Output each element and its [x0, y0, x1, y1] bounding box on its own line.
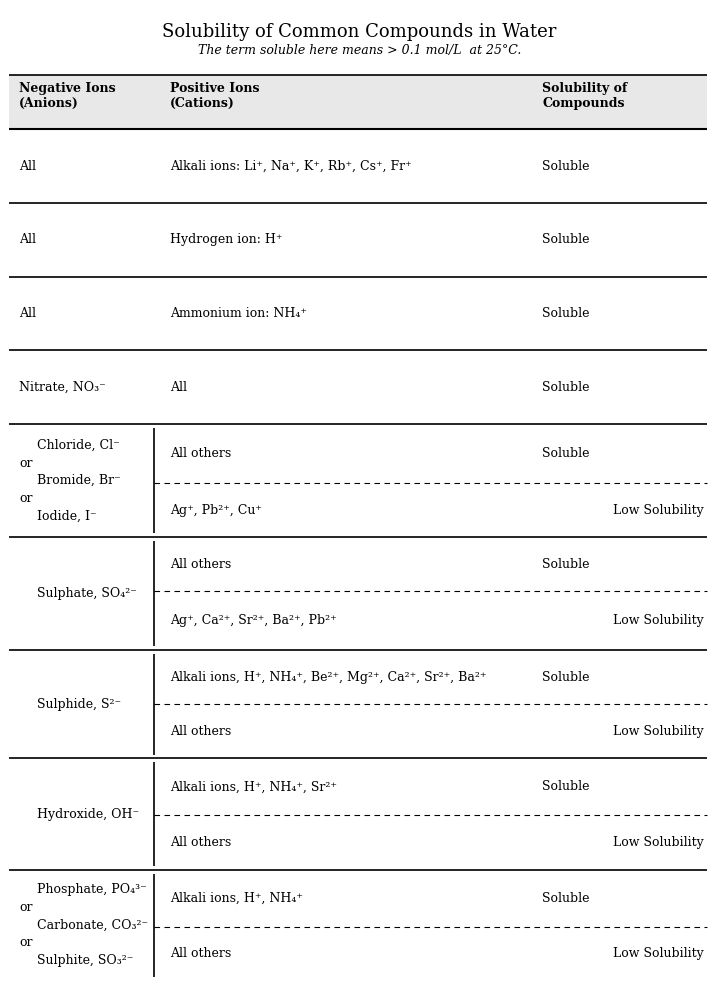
Text: Ammonium ion: NH₄⁺: Ammonium ion: NH₄⁺	[170, 307, 307, 320]
Text: Low Solubility: Low Solubility	[613, 614, 703, 627]
Text: or: or	[19, 492, 33, 505]
Text: Low Solubility: Low Solubility	[613, 725, 703, 738]
Text: All others: All others	[170, 558, 231, 571]
Text: Soluble: Soluble	[542, 448, 590, 460]
Text: Sulphate, SO₄²⁻: Sulphate, SO₄²⁻	[37, 588, 137, 600]
Text: Low Solubility: Low Solubility	[613, 948, 703, 960]
Text: Sulphite, SO₃²⁻: Sulphite, SO₃²⁻	[37, 954, 134, 967]
Text: Soluble: Soluble	[542, 558, 590, 571]
Text: Phosphate, PO₄³⁻: Phosphate, PO₄³⁻	[37, 883, 147, 896]
Text: Iodide, I⁻: Iodide, I⁻	[37, 510, 97, 523]
Text: Low Solubility: Low Solubility	[613, 504, 703, 517]
Text: Soluble: Soluble	[542, 781, 590, 794]
Text: Carbonate, CO₃²⁻: Carbonate, CO₃²⁻	[37, 919, 148, 932]
Text: All others: All others	[170, 836, 231, 849]
Text: All others: All others	[170, 948, 231, 960]
Text: Alkali ions: Li⁺, Na⁺, K⁺, Rb⁺, Cs⁺, Fr⁺: Alkali ions: Li⁺, Na⁺, K⁺, Rb⁺, Cs⁺, Fr⁺	[170, 160, 411, 173]
Text: All: All	[19, 234, 36, 246]
FancyBboxPatch shape	[9, 75, 707, 129]
Text: Alkali ions, H⁺, NH₄⁺, Be²⁺, Mg²⁺, Ca²⁺, Sr²⁺, Ba²⁺: Alkali ions, H⁺, NH₄⁺, Be²⁺, Mg²⁺, Ca²⁺,…	[170, 670, 486, 684]
Text: Bromide, Br⁻: Bromide, Br⁻	[37, 474, 121, 487]
Text: All: All	[19, 307, 36, 320]
Text: or: or	[19, 937, 33, 950]
Text: The term soluble here means > 0.1 mol/L  at 25°C.: The term soluble here means > 0.1 mol/L …	[198, 43, 521, 56]
Text: Hydrogen ion: H⁺: Hydrogen ion: H⁺	[170, 234, 282, 246]
Text: Hydroxide, OH⁻: Hydroxide, OH⁻	[37, 808, 139, 820]
Text: Soluble: Soluble	[542, 307, 590, 320]
Text: Ag⁺, Pb²⁺, Cu⁺: Ag⁺, Pb²⁺, Cu⁺	[170, 504, 262, 517]
Text: Soluble: Soluble	[542, 160, 590, 173]
Text: Alkali ions, H⁺, NH₄⁺: Alkali ions, H⁺, NH₄⁺	[170, 891, 303, 904]
Text: Chloride, Cl⁻: Chloride, Cl⁻	[37, 439, 120, 452]
Text: Ag⁺, Ca²⁺, Sr²⁺, Ba²⁺, Pb²⁺: Ag⁺, Ca²⁺, Sr²⁺, Ba²⁺, Pb²⁺	[170, 614, 336, 627]
Text: Sulphide, S²⁻: Sulphide, S²⁻	[37, 698, 122, 711]
Text: Soluble: Soluble	[542, 891, 590, 904]
Text: All others: All others	[170, 448, 231, 460]
Text: All: All	[170, 381, 187, 393]
Text: Solubility of Common Compounds in Water: Solubility of Common Compounds in Water	[162, 23, 557, 41]
Text: Positive Ions
(Cations): Positive Ions (Cations)	[170, 82, 260, 110]
Text: Soluble: Soluble	[542, 381, 590, 393]
Text: Soluble: Soluble	[542, 234, 590, 246]
Text: Soluble: Soluble	[542, 670, 590, 684]
Text: Alkali ions, H⁺, NH₄⁺, Sr²⁺: Alkali ions, H⁺, NH₄⁺, Sr²⁺	[170, 781, 336, 794]
Text: Low Solubility: Low Solubility	[613, 836, 703, 849]
Text: All others: All others	[170, 725, 231, 738]
Text: or: or	[19, 457, 33, 469]
Text: Solubility of
Compounds: Solubility of Compounds	[542, 82, 628, 110]
Text: All: All	[19, 160, 36, 173]
Text: Negative Ions
(Anions): Negative Ions (Anions)	[19, 82, 116, 110]
Text: or: or	[19, 901, 33, 914]
Text: Nitrate, NO₃⁻: Nitrate, NO₃⁻	[19, 381, 106, 393]
